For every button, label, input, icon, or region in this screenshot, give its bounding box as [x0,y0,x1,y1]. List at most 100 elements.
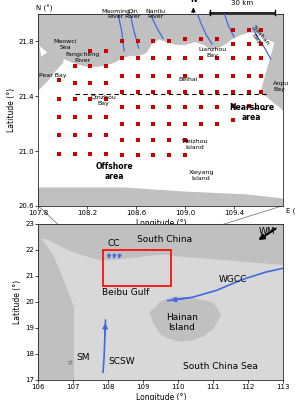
Point [183,104,188,110]
Point [183,152,188,158]
Text: South China: South China [137,234,192,244]
Text: Anpu
Bay: Anpu Bay [273,81,290,92]
Point [119,120,124,127]
Point [199,72,204,79]
Point [87,48,92,54]
Point [87,151,92,157]
Text: N (°): N (°) [36,5,53,12]
Point [231,55,235,61]
Point [215,36,219,42]
Y-axis label: Latitude (°): Latitude (°) [7,88,16,132]
Bar [103,250,171,286]
Point [87,63,92,69]
Text: Maowci
Sea: Maowci Sea [53,39,77,50]
Point [231,89,235,95]
Point [151,38,156,45]
Point [247,55,251,61]
Point [87,132,92,138]
Text: CC: CC [107,239,120,248]
Point [199,36,204,42]
Point [103,151,108,157]
Text: SM: SM [76,353,90,362]
Point [119,38,124,45]
Point [135,38,140,45]
Point [135,55,140,61]
Text: Xieyang
Island: Xieyang Island [189,170,214,181]
Point [167,89,172,95]
Text: Beibu Gulf: Beibu Gulf [102,288,150,297]
Point [259,72,263,79]
Point [87,96,92,102]
Point [119,89,124,95]
Point [73,151,77,157]
Point [135,152,140,158]
Point [57,132,62,138]
Point [183,36,188,42]
Polygon shape [38,14,63,90]
Point [215,89,219,95]
Text: SCSW: SCSW [108,357,135,366]
Point [73,63,77,69]
Text: Hainan
Island: Hainan Island [166,313,198,332]
Point [73,132,77,138]
Point [103,63,108,69]
Point [215,55,219,61]
Point [119,72,124,79]
Text: 30 km: 30 km [231,0,254,6]
Point [119,55,124,61]
Point [57,96,62,102]
Point [119,152,124,158]
Point [135,120,140,127]
Text: Qinzhou
Bay: Qinzhou Bay [90,95,116,106]
Point [57,151,62,157]
Point [119,104,124,110]
Point [167,38,172,45]
Point [183,55,188,61]
Point [259,41,263,47]
Polygon shape [261,14,283,110]
Point [167,72,172,79]
Point [87,114,92,120]
Point [167,120,172,127]
Text: Nanliu
River: Nanliu River [146,9,166,20]
Point [103,48,108,54]
Text: Qin
River: Qin River [124,9,141,20]
Point [151,55,156,61]
Point [103,132,108,138]
Point [73,96,77,102]
Point [199,120,204,127]
Point [87,79,92,86]
Point [151,152,156,158]
Text: Maoming
River: Maoming River [101,9,130,20]
Point [57,114,62,120]
Point [183,120,188,127]
Point [199,55,204,61]
Polygon shape [38,237,73,380]
Point [231,103,235,109]
Y-axis label: Latitude (°): Latitude (°) [13,280,22,324]
Point [199,104,204,110]
Text: Pear Bay: Pear Bay [39,73,67,78]
Text: Weizhou
Island: Weizhou Island [182,139,208,150]
Point [135,104,140,110]
Point [151,104,156,110]
Polygon shape [38,14,283,66]
Point [167,137,172,143]
Point [247,27,251,34]
Point [231,41,235,47]
Text: Nearshore
area: Nearshore area [229,103,274,122]
Point [247,89,251,95]
Text: Beihai: Beihai [178,77,197,82]
Point [215,72,219,79]
Polygon shape [38,188,283,206]
Polygon shape [38,224,283,264]
Text: WGCC: WGCC [218,275,247,284]
Point [135,72,140,79]
Point [183,137,188,143]
Text: WM: WM [259,227,276,236]
Text: Tieshan
Bay: Tieshan Bay [247,24,271,50]
X-axis label: Longitude (°): Longitude (°) [135,219,186,228]
Point [231,72,235,79]
Text: Fangcheng
River: Fangcheng River [65,52,99,63]
Point [183,89,188,95]
